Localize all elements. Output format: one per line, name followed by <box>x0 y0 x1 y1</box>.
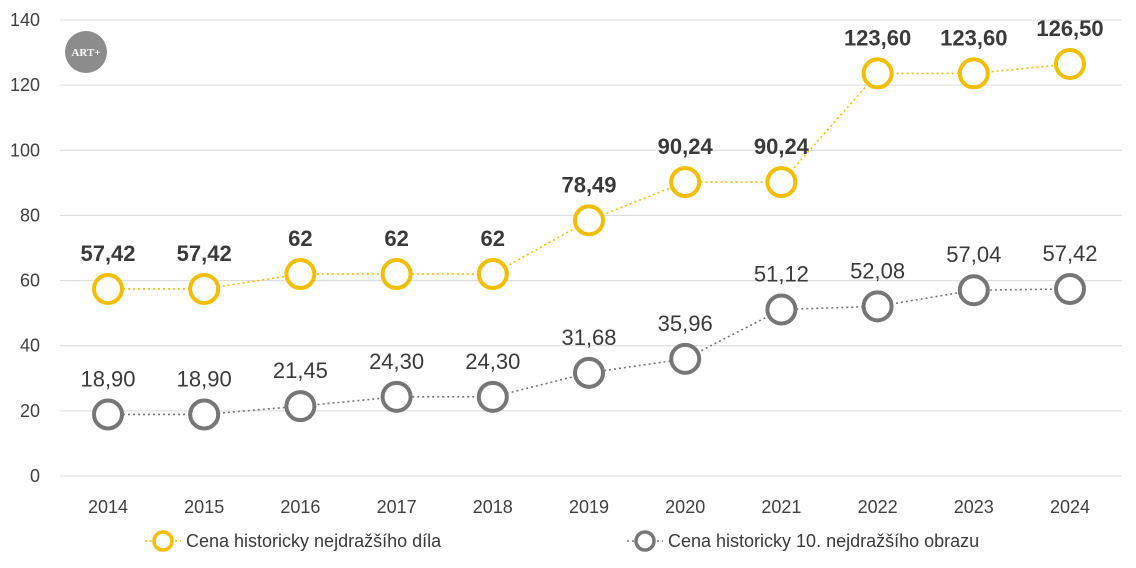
data-point <box>380 380 413 413</box>
data-label: 31,68 <box>561 325 616 350</box>
data-label: 62 <box>384 226 408 251</box>
data-point <box>380 258 413 291</box>
y-tick-label: 100 <box>10 140 40 160</box>
data-label: 62 <box>481 226 505 251</box>
data-label: 78,49 <box>561 172 616 197</box>
x-tick-label: 2014 <box>88 497 128 517</box>
data-point <box>188 398 221 431</box>
data-label: 126,50 <box>1036 16 1103 41</box>
series-tenth-price: 18,90 18,90 21,45 24,30 24,30 31,68 35,96 51,12… <box>80 241 1098 431</box>
data-point <box>188 272 221 305</box>
data-label: 18,90 <box>177 366 232 391</box>
y-tick-label: 0 <box>30 466 40 486</box>
data-label: 57,42 <box>1042 241 1097 266</box>
x-tick-label: 2017 <box>377 497 417 517</box>
series-line <box>108 288 1071 416</box>
x-tick-label: 2018 <box>473 497 513 517</box>
y-tick-label: 40 <box>20 336 40 356</box>
x-tick-label: 2019 <box>569 497 609 517</box>
data-point <box>765 166 798 199</box>
data-label: 21,45 <box>273 358 328 383</box>
data-point <box>573 356 605 389</box>
y-tick-label: 60 <box>20 271 40 291</box>
series-layer: 57,42 57,42 62 62 62 78,49 90,24 90,24 123,60 123… <box>80 16 1104 431</box>
data-label: 57,04 <box>946 242 1001 267</box>
x-tick-label: 2022 <box>858 497 898 517</box>
data-point <box>92 398 124 431</box>
data-label: 57,42 <box>177 241 232 266</box>
data-point <box>92 272 124 305</box>
logo-text: ART+ <box>71 47 100 59</box>
data-label: 123,60 <box>940 25 1007 50</box>
data-point <box>284 390 317 423</box>
x-axis-ticks: 2014 2015 2016 2017 2018 2019 2020 2021 2022 2023… <box>88 497 1090 517</box>
legend-marker <box>152 530 174 552</box>
data-label: 90,24 <box>658 134 714 159</box>
data-label: 57,42 <box>80 241 135 266</box>
x-tick-label: 2024 <box>1050 497 1090 517</box>
data-point <box>861 57 894 90</box>
data-point <box>1054 47 1086 80</box>
data-label: 51,12 <box>754 261 809 286</box>
data-label: 24,30 <box>465 349 520 374</box>
data-label: 24,30 <box>369 349 424 374</box>
x-tick-label: 2023 <box>954 497 994 517</box>
data-point <box>765 293 798 326</box>
data-point <box>861 290 894 323</box>
data-label: 35,96 <box>658 311 713 336</box>
legend: Cena historicky nejdražšího díla Cena his… <box>145 530 979 552</box>
data-point <box>284 258 317 291</box>
x-tick-label: 2021 <box>761 497 801 517</box>
data-point <box>957 274 990 307</box>
data-point <box>669 166 702 199</box>
logo-badge <box>65 31 107 73</box>
y-tick-label: 80 <box>20 205 40 225</box>
y-tick-label: 120 <box>10 75 40 95</box>
legend-item: Cena historicky nejdražšího díla <box>145 530 442 552</box>
data-label: 62 <box>288 226 312 251</box>
legend-label: Cena historicky 10. nejdražšího obrazu <box>668 531 979 551</box>
legend-item: Cena historicky 10. nejdražšího obrazu <box>627 530 979 552</box>
data-point <box>476 258 509 291</box>
data-point <box>476 380 509 413</box>
y-tick-label: 140 <box>10 10 40 30</box>
data-point <box>669 342 702 375</box>
data-label: 90,24 <box>754 134 810 159</box>
series-top-price: 57,42 57,42 62 62 62 78,49 90,24 90,24 123,60 123… <box>80 16 1104 305</box>
data-point <box>957 57 990 90</box>
x-tick-label: 2020 <box>665 497 705 517</box>
y-tick-label: 20 <box>20 401 40 421</box>
legend-label: Cena historicky nejdražšího díla <box>186 531 442 551</box>
legend-marker <box>634 530 656 552</box>
x-tick-label: 2016 <box>280 497 320 517</box>
data-point <box>573 204 605 237</box>
art-plus-logo: ART+ <box>65 31 107 73</box>
data-point <box>1054 272 1086 305</box>
data-label: 18,90 <box>80 366 135 391</box>
data-label: 123,60 <box>844 25 911 50</box>
data-label: 52,08 <box>850 258 905 283</box>
x-tick-label: 2015 <box>184 497 224 517</box>
y-axis-ticks: 0 20 40 60 80 100 120 140 <box>10 10 40 486</box>
